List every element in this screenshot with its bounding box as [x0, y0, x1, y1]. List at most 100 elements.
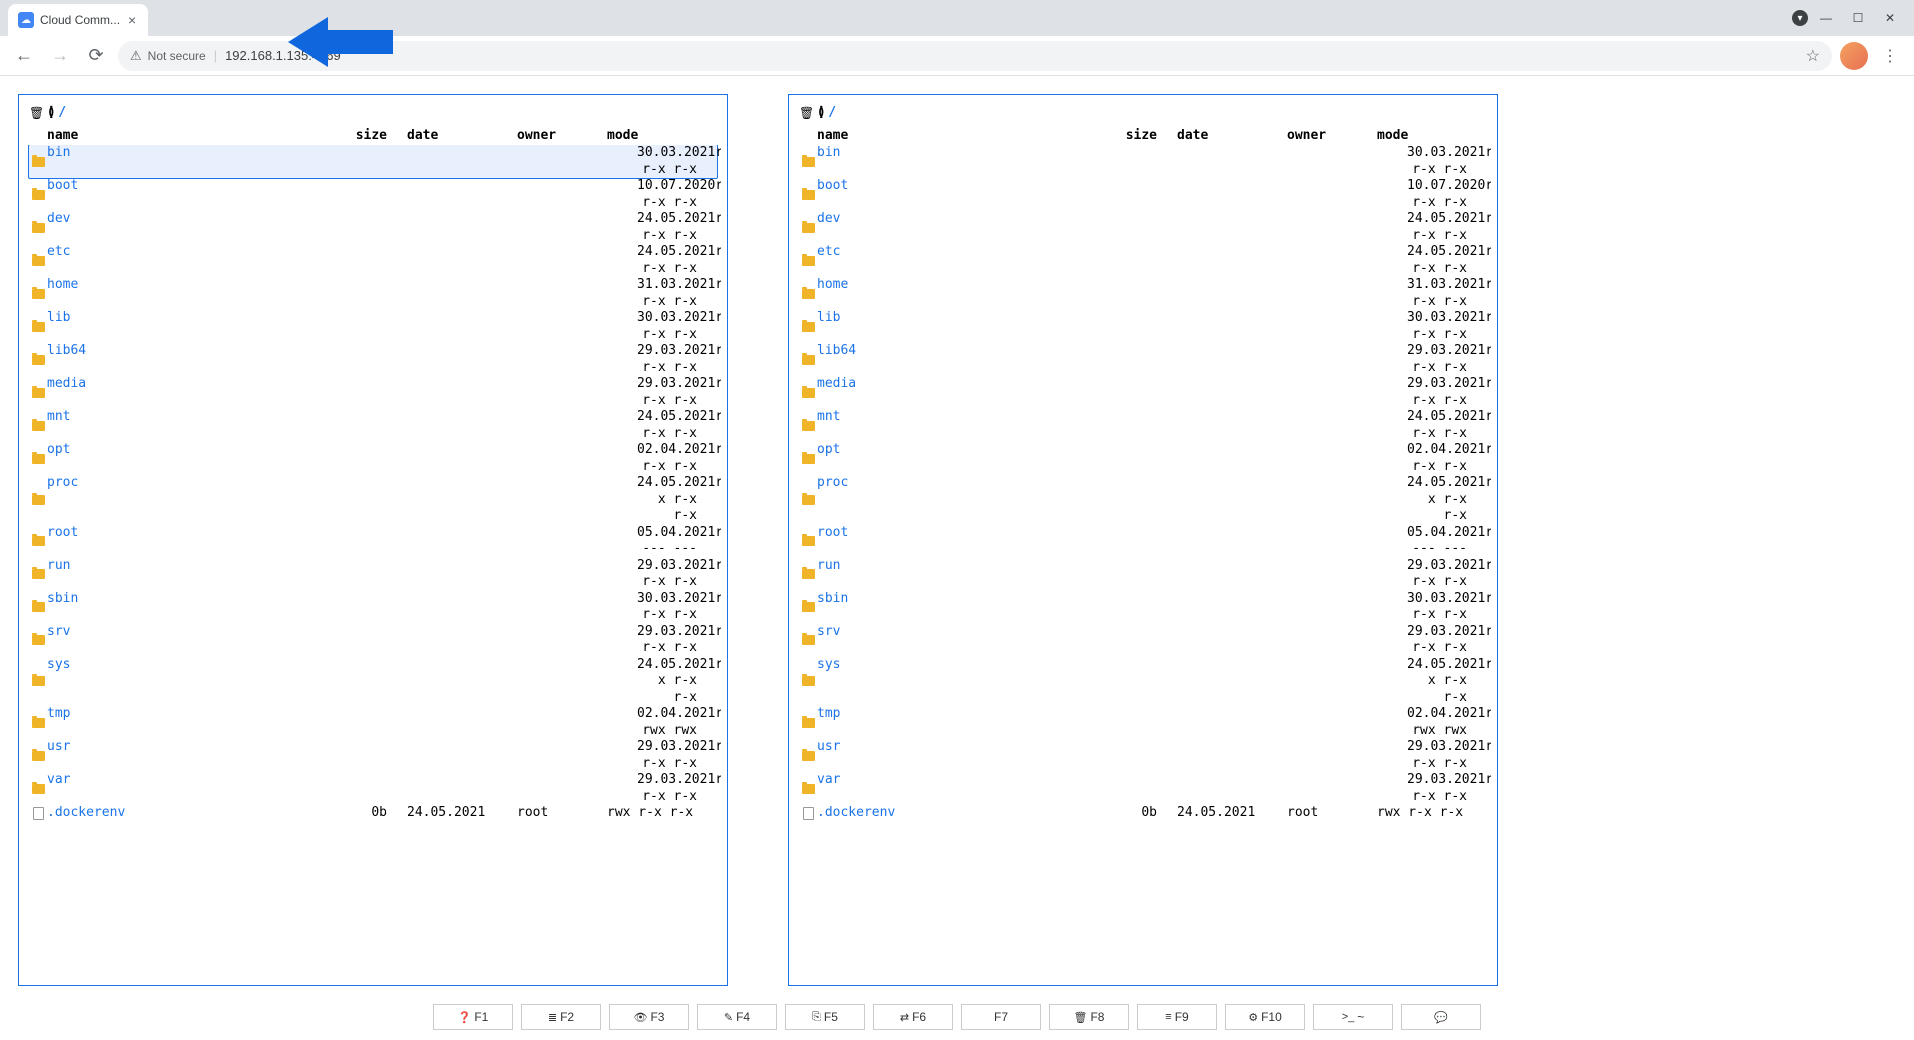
- file-row[interactable]: lib30.03.2021rootrwx r-x r-x: [25, 310, 721, 343]
- refresh-icon[interactable]: ≬: [48, 105, 54, 120]
- browser-menu-button[interactable]: ⋮: [1876, 42, 1904, 70]
- refresh-icon[interactable]: ≬: [818, 105, 824, 120]
- left-panel-path[interactable]: 🗑 ≬ /: [25, 103, 721, 126]
- file-row[interactable]: sbin30.03.2021rootrwx r-x r-x: [795, 591, 1491, 624]
- file-row[interactable]: etc24.05.2021rootrwx r-x r-x: [795, 244, 1491, 277]
- fn-button-F2[interactable]: ≣F2: [521, 1004, 601, 1030]
- file-row[interactable]: dev24.05.2021rootrwx r-x r-x: [795, 211, 1491, 244]
- file-row[interactable]: dev24.05.2021rootrwx r-x r-x: [25, 211, 721, 244]
- fn-button-F9[interactable]: ≡F9: [1137, 1004, 1217, 1030]
- minimize-button[interactable]: —: [1812, 4, 1840, 32]
- file-row[interactable]: opt02.04.2021rootrwx r-x r-x: [25, 442, 721, 475]
- maximize-button[interactable]: ☐: [1844, 4, 1872, 32]
- file-row[interactable]: sys24.05.2021rootr-x r-x r-x: [25, 657, 721, 707]
- file-row[interactable]: home31.03.2021rootrwx r-x r-x: [25, 277, 721, 310]
- file-row[interactable]: srv29.03.2021rootrwx r-x r-x: [795, 624, 1491, 657]
- folder-icon: [32, 256, 45, 266]
- file-row[interactable]: boot10.07.2020rootrwx r-x r-x: [795, 178, 1491, 211]
- file-row[interactable]: media29.03.2021rootrwx r-x r-x: [795, 376, 1491, 409]
- trash-icon[interactable]: 🗑: [799, 106, 814, 120]
- file-row[interactable]: run29.03.2021rootrwx r-x r-x: [795, 558, 1491, 591]
- reload-button[interactable]: ⟳: [82, 42, 110, 70]
- file-owner: root: [715, 178, 721, 193]
- file-row[interactable]: tmp02.04.2021rootrwx rwx rwx: [795, 706, 1491, 739]
- file-row[interactable]: mnt24.05.2021rootrwx r-x r-x: [25, 409, 721, 442]
- file-row[interactable]: tmp02.04.2021rootrwx rwx rwx: [25, 706, 721, 739]
- file-name: home: [47, 277, 637, 310]
- header-date[interactable]: date: [1177, 128, 1287, 143]
- file-row[interactable]: sbin30.03.2021rootrwx r-x r-x: [25, 591, 721, 624]
- file-row[interactable]: lib6429.03.2021rootrwx r-x r-x: [25, 343, 721, 376]
- header-name[interactable]: name: [29, 128, 327, 143]
- address-bar[interactable]: ⚠ Not secure | 192.168.1.135:4569 ☆: [118, 41, 1832, 71]
- header-owner[interactable]: owner: [517, 128, 607, 143]
- header-name[interactable]: name: [799, 128, 1097, 143]
- file-row[interactable]: run29.03.2021rootrwx r-x r-x: [25, 558, 721, 591]
- file-row[interactable]: media29.03.2021rootrwx r-x r-x: [25, 376, 721, 409]
- back-button[interactable]: ←: [10, 42, 38, 70]
- file-row[interactable]: .dockerenv0b24.05.2021rootrwx r-x r-x: [795, 805, 1491, 822]
- file-owner: root: [1485, 591, 1491, 606]
- file-row[interactable]: .dockerenv0b24.05.2021rootrwx r-x r-x: [25, 805, 721, 822]
- file-row[interactable]: mnt24.05.2021rootrwx r-x r-x: [795, 409, 1491, 442]
- forward-button[interactable]: →: [46, 42, 74, 70]
- file-row[interactable]: var29.03.2021rootrwx r-x r-x: [795, 772, 1491, 805]
- file-mode: rwx r-x r-x: [607, 805, 717, 822]
- file-row[interactable]: bin30.03.2021rootrwx r-x r-x: [28, 145, 718, 179]
- file-size: 29.03.2021rootrwx r-x r-x: [637, 376, 717, 409]
- file-row[interactable]: bin30.03.2021rootrwx r-x r-x: [795, 145, 1491, 178]
- file-date: 29.03.2021: [1407, 558, 1485, 573]
- header-mode[interactable]: mode: [607, 128, 717, 143]
- profile-avatar[interactable]: [1840, 42, 1868, 70]
- file-row[interactable]: sys24.05.2021rootr-x r-x r-x: [795, 657, 1491, 707]
- close-window-button[interactable]: ✕: [1876, 4, 1904, 32]
- fn-button-F10[interactable]: ⚙F10: [1225, 1004, 1305, 1030]
- fn-button-F4[interactable]: ✎F4: [697, 1004, 777, 1030]
- fn-button-F7[interactable]: F7: [961, 1004, 1041, 1030]
- header-date[interactable]: date: [407, 128, 517, 143]
- header-owner[interactable]: owner: [1287, 128, 1377, 143]
- fn-button-F5[interactable]: ⎘F5: [785, 1004, 865, 1030]
- file-row[interactable]: lib6429.03.2021rootrwx r-x r-x: [795, 343, 1491, 376]
- folder-icon: [802, 676, 815, 686]
- file-size: 29.03.2021rootrwx r-x r-x: [637, 772, 717, 805]
- file-row[interactable]: var29.03.2021rootrwx r-x r-x: [25, 772, 721, 805]
- header-size[interactable]: size: [327, 128, 407, 143]
- file-row[interactable]: root05.04.2021rootrwx --- ---: [25, 525, 721, 558]
- folder-icon: [32, 388, 45, 398]
- file-owner: root: [1485, 310, 1491, 325]
- bookmark-star-icon[interactable]: ☆: [1806, 46, 1820, 66]
- file-size: 10.07.2020rootrwx r-x r-x: [637, 178, 717, 211]
- file-row[interactable]: usr29.03.2021rootrwx r-x r-x: [25, 739, 721, 772]
- fn-button-F1[interactable]: ❓F1: [433, 1004, 513, 1030]
- file-row[interactable]: usr29.03.2021rootrwx r-x r-x: [795, 739, 1491, 772]
- fn-label: F4: [736, 1010, 750, 1024]
- file-row[interactable]: srv29.03.2021rootrwx r-x r-x: [25, 624, 721, 657]
- file-row[interactable]: proc24.05.2021rootr-x r-x r-x: [25, 475, 721, 525]
- trash-icon[interactable]: 🗑: [29, 106, 44, 120]
- header-size[interactable]: size: [1097, 128, 1177, 143]
- file-row[interactable]: home31.03.2021rootrwx r-x r-x: [795, 277, 1491, 310]
- file-row[interactable]: boot10.07.2020rootrwx r-x r-x: [25, 178, 721, 211]
- file-row[interactable]: root05.04.2021rootrwx --- ---: [795, 525, 1491, 558]
- file-row[interactable]: lib30.03.2021rootrwx r-x r-x: [795, 310, 1491, 343]
- right-panel-path[interactable]: 🗑 ≬ /: [795, 103, 1491, 126]
- file-date: 31.03.2021: [637, 277, 715, 292]
- file-row[interactable]: etc24.05.2021rootrwx r-x r-x: [25, 244, 721, 277]
- fn-button-F6[interactable]: ⇄F6: [873, 1004, 953, 1030]
- fn-label: F10: [1261, 1010, 1282, 1024]
- fn-button-F8[interactable]: 🗑F8: [1049, 1004, 1129, 1030]
- header-mode[interactable]: mode: [1377, 128, 1487, 143]
- account-icon[interactable]: ▾: [1792, 10, 1808, 26]
- browser-tab[interactable]: ☁ Cloud Comm... ×: [8, 4, 148, 36]
- file-name: bin: [817, 145, 1407, 178]
- tab-close-button[interactable]: ×: [126, 12, 138, 28]
- file-row[interactable]: proc24.05.2021rootr-x r-x r-x: [795, 475, 1491, 525]
- fn-button-extra[interactable]: 💬: [1401, 1004, 1481, 1030]
- file-row[interactable]: opt02.04.2021rootrwx r-x r-x: [795, 442, 1491, 475]
- file-size: 24.05.2021rootr-x r-x r-x: [1407, 475, 1487, 525]
- fn-icon: 👁: [634, 1011, 648, 1024]
- file-date: 24.05.2021: [1407, 211, 1485, 226]
- fn-button-~[interactable]: >_~: [1313, 1004, 1393, 1030]
- fn-button-F3[interactable]: 👁F3: [609, 1004, 689, 1030]
